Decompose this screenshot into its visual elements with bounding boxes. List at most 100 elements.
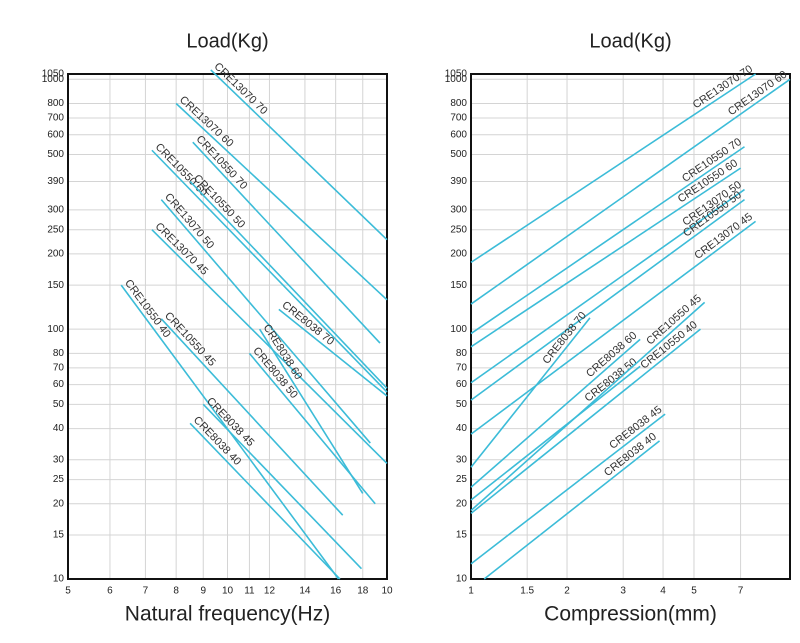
y-tick-label: 80: [53, 348, 65, 359]
line-label: CRE10550 40: [122, 277, 173, 340]
series-line: [189, 180, 388, 389]
y-tick-label: 15: [456, 530, 468, 541]
y-tick-label: 300: [47, 205, 64, 216]
y-tick-label: 100: [450, 324, 467, 335]
x-tick-label: 7: [143, 586, 149, 597]
y-tick-label: 80: [456, 348, 468, 359]
chart-title: Load(Kg): [186, 30, 268, 52]
y-tick-label: 600: [450, 129, 467, 140]
series-line: [248, 352, 376, 505]
x-tick-label: 6: [107, 586, 113, 597]
y-tick-label: 40: [456, 423, 468, 434]
series-line: [210, 69, 388, 241]
y-tick-label: 15: [53, 530, 65, 541]
y-tick-label: 700: [450, 113, 467, 124]
series-line: [470, 301, 706, 512]
y-tick-label: 1000: [445, 74, 468, 85]
series-line: [470, 146, 745, 335]
y-tick-label: 250: [450, 224, 467, 235]
x-tick-label: 7: [738, 586, 744, 597]
x-tick-label: 14: [299, 586, 311, 597]
x-tick-label: 2: [564, 586, 570, 597]
y-tick-label: 390: [450, 176, 467, 187]
x-axis-label: Compression(mm): [544, 603, 717, 626]
y-tick-label: 30: [53, 454, 65, 465]
y-tick-label: 200: [450, 249, 467, 260]
y-tick-label: 250: [47, 224, 64, 235]
plot-frame: [470, 73, 791, 580]
series-line: [470, 198, 745, 401]
y-tick-label: 50: [53, 399, 65, 410]
y-tick-label: 60: [53, 379, 65, 390]
y-tick-label: 150: [450, 280, 467, 291]
y-tick-label: 25: [456, 474, 468, 485]
series-line: [470, 78, 791, 305]
line-label: CRE13070 70: [212, 61, 270, 118]
series-line: [470, 328, 701, 515]
series-line: [470, 73, 757, 264]
series-line: [160, 199, 371, 444]
series-line: [470, 188, 745, 384]
y-tick-label: 50: [456, 399, 468, 410]
y-tick-label: 70: [53, 362, 65, 373]
series-line: [470, 167, 742, 348]
y-tick-label: 200: [47, 249, 64, 260]
y-tick-label: 10: [53, 574, 65, 585]
x-tick-label: 3: [620, 586, 626, 597]
y-tick-label: 60: [456, 379, 468, 390]
series-line: [175, 102, 388, 301]
series-line: [278, 308, 388, 397]
series-line: [160, 318, 344, 516]
x-tick-label: 11: [244, 586, 255, 597]
y-tick-label: 1000: [42, 74, 65, 85]
x-tick-label: 8: [173, 586, 179, 597]
series-line: [189, 422, 341, 580]
x-tick-label: 4: [660, 586, 666, 597]
series-line: [151, 229, 388, 465]
y-tick-label: 700: [47, 113, 64, 124]
y-tick-label: 390: [47, 176, 64, 187]
y-tick-label: 800: [450, 98, 467, 109]
series-line: [151, 149, 388, 393]
series-line: [470, 338, 641, 488]
series-line: [470, 413, 666, 565]
y-tick-label: 1050: [42, 69, 65, 80]
y-tick-label: 25: [53, 474, 65, 485]
x-tick-label: 10: [222, 586, 234, 597]
x-tick-label: 16: [330, 586, 342, 597]
series-line: [470, 317, 591, 468]
x-tick-label: 18: [357, 586, 369, 597]
series-line: [192, 141, 381, 344]
y-tick-label: 10: [456, 574, 468, 585]
line-label: CRE8038 70: [540, 310, 589, 367]
y-tick-label: 30: [456, 454, 468, 465]
y-tick-label: 100: [47, 324, 64, 335]
y-tick-label: 1050: [445, 69, 468, 80]
y-tick-label: 600: [47, 129, 64, 140]
line-label: CRE10550 45: [162, 310, 218, 369]
x-tick-label: 1.5: [520, 586, 534, 597]
series-line: [483, 440, 661, 580]
line-label: CRE8038 70: [280, 299, 337, 348]
series-line: [258, 328, 364, 494]
x-tick-label: 10: [381, 586, 393, 597]
x-axis-label: Natural frequency(Hz): [125, 603, 330, 626]
y-tick-label: 800: [47, 98, 64, 109]
x-tick-label: 12: [264, 586, 276, 597]
y-tick-label: 150: [47, 280, 64, 291]
y-tick-label: 300: [450, 205, 467, 216]
x-tick-label: 9: [200, 586, 206, 597]
chart-title: Load(Kg): [589, 30, 671, 52]
x-tick-label: 5: [691, 586, 697, 597]
x-tick-label: 5: [65, 586, 71, 597]
y-tick-label: 20: [53, 498, 65, 509]
y-tick-label: 500: [47, 149, 64, 160]
series-line: [470, 365, 641, 501]
y-tick-label: 500: [450, 149, 467, 160]
y-tick-label: 20: [456, 498, 468, 509]
x-tick-label: 1: [468, 586, 474, 597]
plot-frame: [67, 73, 388, 580]
y-tick-label: 70: [456, 362, 468, 373]
series-line: [470, 220, 757, 435]
